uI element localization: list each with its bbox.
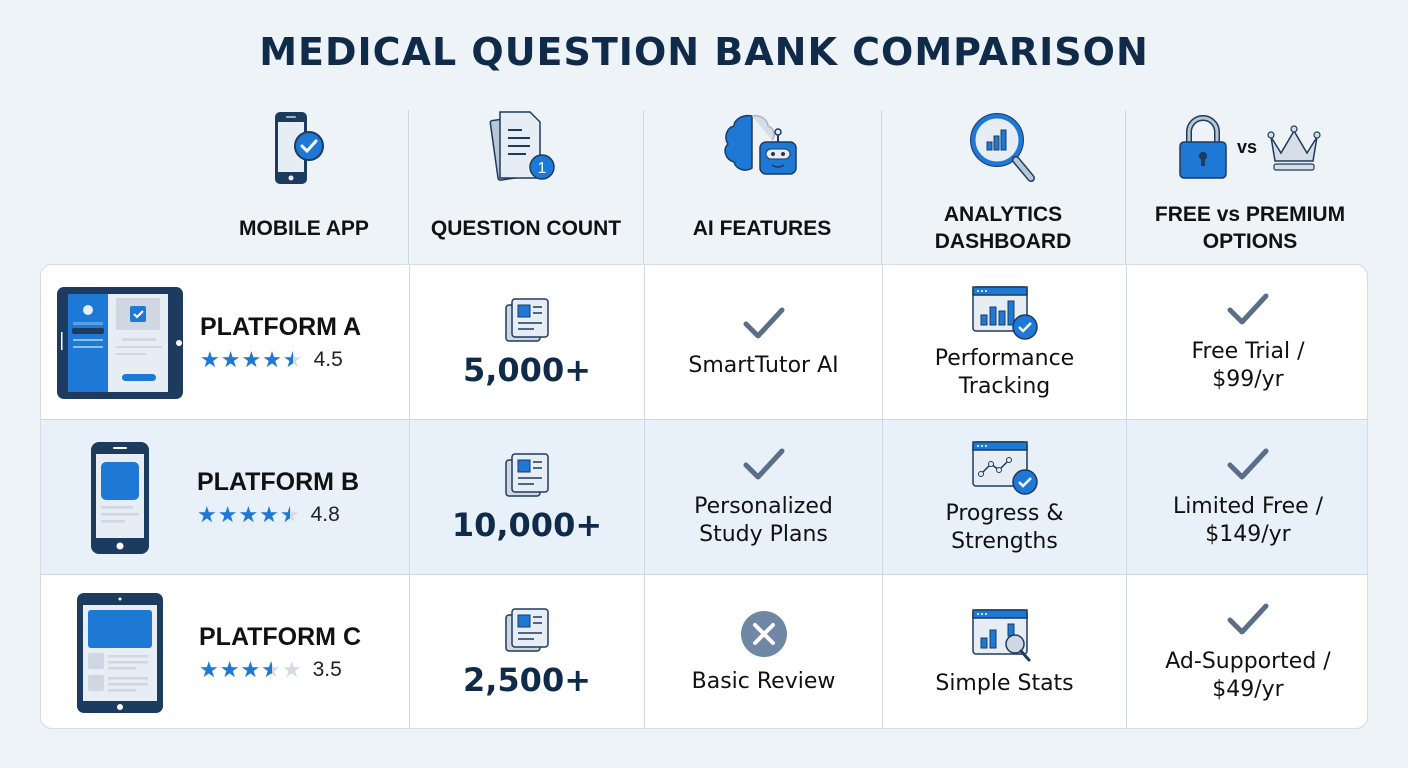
check-icon: [1227, 293, 1269, 324]
star-rating: ★★★★★★★★★★ 4.8: [197, 503, 359, 527]
pricing-cell: Free Trial / $99/yr: [1126, 265, 1367, 420]
check-icon: [743, 307, 784, 338]
tablet-landscape-icon: [57, 286, 183, 399]
pricing-line-1: Free Trial /: [1191, 338, 1305, 364]
analytics-line-2: Tracking: [958, 373, 1051, 399]
header-label: MOBILE APP: [239, 216, 369, 240]
rating-value: 4.5: [313, 348, 343, 371]
star-icons: ★★★★★★★★★★: [200, 347, 304, 372]
bar-chart-check-icon: [971, 285, 1038, 340]
header-label: FREE vs PREMIUM OPTIONS: [1154, 203, 1346, 253]
pricing-cell: Ad-Supported / $49/yr: [1126, 575, 1367, 728]
table-row-platform-c: PLATFORM C ★★★★★★★★★★ 3.5 2,500+: [41, 575, 1367, 728]
tablet-portrait-icon: [77, 592, 163, 713]
pricing-text: Free Trial / $99/yr: [1191, 338, 1304, 394]
header-label: QUESTION COUNT: [430, 216, 622, 240]
header-mobile-app: MOBILE APP: [200, 108, 408, 264]
vs-label: vs: [1236, 136, 1258, 157]
question-count-cell: 2,500+: [409, 575, 644, 728]
platform-name: PLATFORM B: [197, 468, 360, 496]
header-label: ANALYTICS DASHBOARD: [934, 203, 1072, 253]
magnifier-chart-icon: [963, 108, 1043, 186]
check-icon: [743, 448, 784, 479]
question-count-cell: 10,000+: [409, 420, 644, 575]
ai-features-cell: SmartTutor AI: [644, 265, 882, 420]
ai-line-1: Personalized: [694, 493, 833, 519]
lock-vs-crown-icon: vs: [1177, 108, 1323, 186]
crown-icon: [1267, 125, 1321, 171]
question-count: 5,000+: [462, 350, 592, 389]
line-chart-check-icon: [971, 440, 1038, 495]
cross-circle-icon: [740, 610, 787, 657]
divider: [1125, 110, 1126, 264]
rating-value: 3.5: [312, 658, 342, 681]
column-headers: MOBILE APP 1 QUESTION COUNT: [0, 108, 1408, 264]
divider: [643, 110, 644, 264]
analytics-text: Progress & Strengths: [945, 500, 1063, 556]
analytics-line-1: Progress &: [945, 500, 1064, 526]
star-rating: ★★★★★★★★★★ 4.5: [200, 348, 361, 372]
analytics-text: Performance Tracking: [935, 345, 1074, 401]
header-label: AI FEATURES: [692, 216, 832, 240]
header-free-vs-premium: vs FREE vs PREMIUM OPTIONS: [1125, 108, 1375, 264]
ai-features-cell: Personalized Study Plans: [644, 420, 882, 575]
analytics-cell: Progress & Strengths: [882, 420, 1126, 575]
pricing-line-2: $49/yr: [1212, 676, 1284, 702]
question-count: 2,500+: [462, 660, 592, 699]
star-icons: ★★★★★★★★★★: [197, 502, 301, 527]
phone-icon: [91, 441, 149, 554]
platform-info: PLATFORM C ★★★★★★★★★★ 3.5: [199, 623, 361, 682]
table-row-platform-a: PLATFORM A ★★★★★★★★★★ 4.5 5,000+ SmartT: [41, 265, 1367, 420]
ai-feature-text: Personalized Study Plans: [694, 493, 833, 549]
chart-search-icon: [971, 608, 1030, 661]
pricing-text: Limited Free / $149/yr: [1173, 493, 1323, 549]
pricing-text: Ad-Supported / $49/yr: [1165, 648, 1330, 704]
pricing-line-1: Limited Free /: [1172, 493, 1324, 519]
rating-value: 4.8: [310, 503, 340, 526]
question-count: 10,000+: [451, 505, 603, 544]
platform-cell: PLATFORM C ★★★★★★★★★★ 3.5: [41, 575, 409, 728]
document-count-icon: 1: [486, 108, 566, 186]
analytics-line-1: Performance: [934, 345, 1075, 371]
ai-line-2: Study Plans: [699, 521, 828, 547]
lock-icon: [1179, 115, 1227, 179]
question-count-cell: 5,000+: [409, 265, 644, 420]
check-icon: [1227, 603, 1269, 634]
platform-name: PLATFORM C: [199, 623, 362, 651]
star-rating: ★★★★★★★★★★ 3.5: [199, 658, 361, 682]
platform-cell: PLATFORM B ★★★★★★★★★★ 4.8: [41, 420, 409, 575]
platform-info: PLATFORM B ★★★★★★★★★★ 4.8: [197, 468, 359, 527]
divider: [408, 110, 409, 264]
analytics-cell: Simple Stats: [882, 575, 1126, 728]
divider: [881, 110, 882, 264]
check-icon: [1227, 448, 1269, 479]
analytics-cell: Performance Tracking: [882, 265, 1126, 420]
header-question-count: 1 QUESTION COUNT: [408, 108, 644, 264]
pricing-cell: Limited Free / $149/yr: [1126, 420, 1367, 575]
ai-feature-text: SmartTutor AI: [688, 352, 839, 378]
svg-text:1: 1: [538, 160, 547, 177]
brain-robot-icon: [712, 108, 812, 186]
platform-name: PLATFORM A: [200, 313, 362, 341]
page-title: MEDICAL QUESTION BANK COMPARISON: [259, 30, 1149, 74]
header-analytics-dashboard: ANALYTICS DASHBOARD: [881, 108, 1125, 264]
question-doc-icon: [505, 452, 549, 497]
analytics-line-2: Strengths: [951, 528, 1058, 554]
phone-check-icon: [269, 108, 339, 186]
platform-cell: PLATFORM A ★★★★★★★★★★ 4.5: [41, 265, 409, 420]
pricing-line-2: $99/yr: [1212, 366, 1284, 392]
comparison-table: PLATFORM A ★★★★★★★★★★ 4.5 5,000+ SmartT: [40, 264, 1368, 729]
pricing-line-2: $149/yr: [1205, 521, 1291, 547]
analytics-text: Simple Stats: [935, 670, 1074, 696]
pricing-line-1: Ad-Supported /: [1165, 648, 1331, 674]
header-ai-features: AI FEATURES: [643, 108, 881, 264]
question-doc-icon: [505, 607, 549, 652]
star-icons: ★★★★★★★★★★: [199, 657, 303, 682]
ai-features-cell: Basic Review: [644, 575, 882, 728]
table-row-platform-b: PLATFORM B ★★★★★★★★★★ 4.8 10,000+: [41, 420, 1367, 575]
question-doc-icon: [505, 297, 549, 342]
ai-feature-text: Basic Review: [691, 668, 836, 694]
platform-info: PLATFORM A ★★★★★★★★★★ 4.5: [200, 313, 361, 372]
